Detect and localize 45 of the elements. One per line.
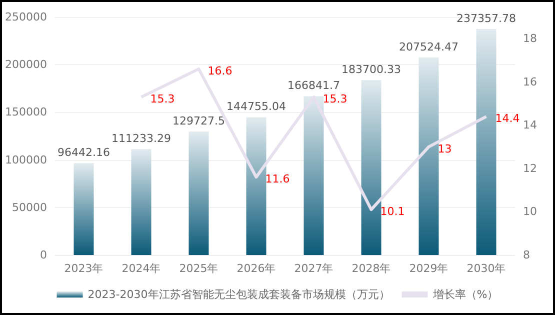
bar <box>304 96 324 255</box>
bar <box>188 132 209 255</box>
x-tick-label: 2026年 <box>236 262 276 275</box>
y-tick-label: 100000 <box>4 153 47 166</box>
data-label: 144755.04 <box>226 100 286 114</box>
data-label: 11.6 <box>265 172 290 186</box>
y-tick-label: 150000 <box>4 106 47 119</box>
bar <box>418 57 439 255</box>
x-tick-label: 2029年 <box>409 262 448 275</box>
data-label: 14.4 <box>495 112 520 126</box>
data-label: 207524.47 <box>399 40 458 54</box>
x-tick-label: 2025年 <box>179 262 218 275</box>
x-tick-label: 2030年 <box>466 262 506 275</box>
y-tick-label: 200000 <box>4 58 47 72</box>
y2-tick-label: 8 <box>523 248 530 262</box>
data-label: 183700.33 <box>341 63 401 76</box>
data-label: 129727.5 <box>172 114 225 128</box>
data-label: 15.3 <box>322 92 348 106</box>
x-tick-label: 2028年 <box>352 262 391 275</box>
y2-tick-label: 10 <box>523 205 537 218</box>
x-tick-label: 2027年 <box>294 262 334 275</box>
y2-tick-label: 14 <box>523 118 537 132</box>
data-label: 96442.16 <box>57 146 110 160</box>
data-label: 13 <box>438 142 452 156</box>
y2-tick-label: 16 <box>523 75 537 88</box>
data-label: 10.1 <box>380 205 405 218</box>
x-tick-label: 2023年 <box>64 262 104 275</box>
bar <box>131 149 152 255</box>
data-label: 15.3 <box>150 92 175 106</box>
legend-label: 增长率（%） <box>432 288 498 301</box>
y2-tick-label: 12 <box>523 162 537 175</box>
data-label: 111233.29 <box>111 132 171 146</box>
y-tick-label: 250000 <box>4 10 47 24</box>
bar <box>246 117 266 255</box>
x-tick-label: 2024年 <box>122 262 161 275</box>
y-tick-label: 50000 <box>12 200 47 214</box>
data-label: 166841.7 <box>287 79 340 92</box>
bar <box>476 29 496 255</box>
bar <box>361 80 382 255</box>
legend-label: 2023-2030年江苏省智能无尘包装成套装备市场规模（万元） <box>88 288 390 301</box>
data-label: 16.6 <box>208 64 232 78</box>
data-label: 237357.78 <box>456 12 516 26</box>
y2-tick-label: 18 <box>523 32 537 46</box>
bar <box>74 163 94 255</box>
y-tick-label: 0 <box>40 248 47 262</box>
